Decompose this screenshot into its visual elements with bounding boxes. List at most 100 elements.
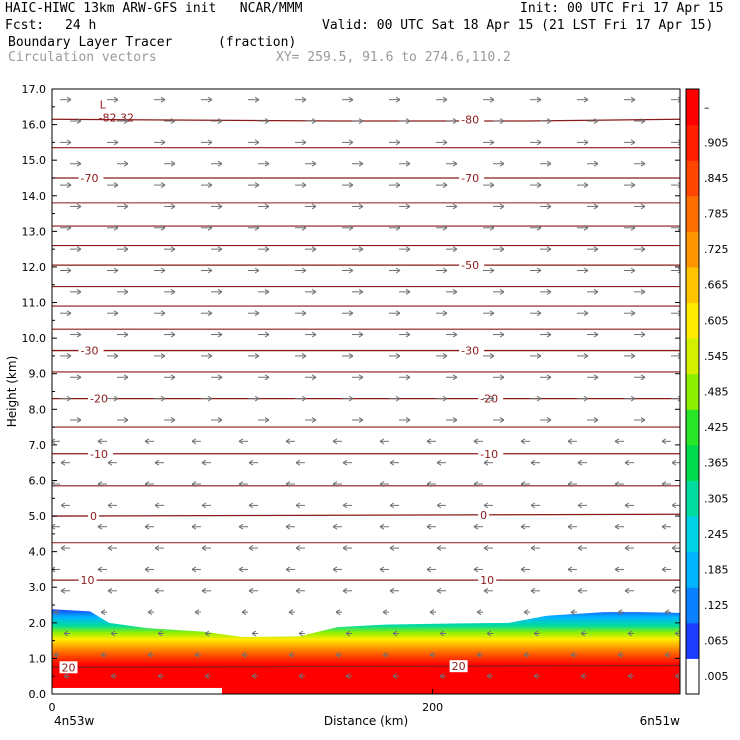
wind-vector	[399, 118, 411, 124]
contour-line	[52, 513, 680, 517]
wind-vector	[436, 224, 448, 231]
contour-line	[52, 118, 680, 122]
wind-vector	[332, 438, 342, 445]
wind-vector	[634, 203, 646, 210]
y-tick-label: 7.0	[29, 439, 47, 452]
contour-label: -30	[81, 345, 99, 358]
wind-vector	[439, 673, 446, 680]
wind-vector	[624, 224, 636, 231]
contour-label: -30	[461, 345, 479, 358]
wind-vector	[342, 395, 354, 402]
wind-vector	[238, 523, 248, 530]
wind-vector	[661, 481, 671, 487]
x-start-label: 4n53w	[54, 714, 95, 728]
wind-vector	[107, 395, 119, 402]
forecast-label: Fcst:	[5, 18, 45, 33]
wind-vector	[110, 673, 117, 680]
colorbar-label: –	[704, 101, 710, 114]
wind-vector	[107, 310, 119, 317]
tracer-fill	[52, 609, 680, 694]
colorbar-label: .725	[704, 243, 729, 256]
wind-vector	[382, 651, 389, 658]
wind-vector	[305, 288, 317, 295]
wind-vector	[429, 609, 436, 616]
wind-vector	[248, 96, 260, 103]
wind-vector	[436, 267, 448, 274]
wind-vector	[634, 246, 646, 253]
wind-vector	[305, 118, 317, 124]
colorbar-label: .905	[704, 136, 729, 149]
contour-label-bg	[459, 113, 485, 126]
wind-vector	[382, 609, 389, 616]
y-tick-label: 6.0	[29, 474, 47, 487]
wind-vector	[379, 481, 389, 487]
wind-vector	[60, 182, 72, 189]
wind-vector	[493, 288, 505, 295]
wind-vector	[70, 246, 82, 253]
wind-vector	[399, 246, 411, 253]
wind-vector	[258, 331, 270, 338]
low-value: -82.32	[99, 112, 134, 125]
wind-vector	[530, 310, 542, 317]
contour-label: 10	[81, 574, 95, 587]
x-tick-label: 200	[422, 701, 443, 714]
wind-vector	[352, 288, 364, 295]
wind-vector	[436, 182, 448, 189]
wind-vector	[201, 96, 213, 103]
wind-vector	[567, 438, 577, 445]
wind-vector	[624, 96, 636, 103]
colorbar-label: .545	[704, 350, 729, 363]
wind-vector	[587, 118, 599, 124]
wind-vector	[399, 331, 411, 338]
wind-vector	[389, 395, 401, 402]
title-left: HAIC-HIWC 13km ARW-GFS init NCAR/MMM	[5, 1, 303, 16]
wind-vector	[285, 481, 295, 487]
contour-label: -10	[90, 448, 108, 461]
wind-vector	[530, 459, 540, 466]
wind-vector	[204, 630, 211, 637]
wind-vector	[520, 438, 530, 445]
wind-vector	[70, 288, 82, 295]
contour-label-bg	[59, 661, 78, 674]
wind-vector	[540, 417, 552, 423]
wind-vector	[483, 139, 495, 146]
wind-vector	[624, 182, 636, 189]
wind-vector	[201, 352, 213, 359]
wind-vector	[530, 502, 540, 509]
wind-vector	[107, 502, 117, 509]
wind-vector	[342, 182, 354, 189]
wind-vector	[624, 502, 634, 509]
wind-vector	[570, 651, 577, 658]
wind-vector	[144, 566, 154, 573]
wind-vector	[305, 246, 317, 253]
wind-vector	[295, 459, 305, 466]
wind-vector	[117, 118, 129, 124]
wind-vector	[211, 160, 223, 167]
colorbar-segment	[686, 587, 699, 624]
wind-vector	[288, 651, 295, 658]
wind-vector	[295, 502, 305, 509]
wind-vector	[352, 417, 364, 423]
wind-vector	[352, 160, 364, 167]
forecast-value: 24 h	[65, 18, 97, 33]
wind-vector	[540, 246, 552, 253]
wind-vector	[567, 481, 577, 487]
wind-vector	[332, 523, 342, 530]
wind-vector	[436, 96, 448, 103]
wind-vector	[520, 566, 530, 573]
contour-label: -70	[461, 172, 479, 185]
colorbar-label: .005	[704, 670, 729, 683]
colorbar-label: .125	[704, 599, 729, 612]
wind-vector	[624, 545, 634, 552]
wind-vector	[587, 288, 599, 295]
wind-vector	[493, 160, 505, 167]
wind-vector	[60, 139, 72, 146]
wind-vector	[486, 673, 493, 680]
wind-vector	[164, 160, 176, 167]
valid-time: Valid: 00 UTC Sat 18 Apr 15 (21 LST Fri …	[322, 18, 714, 33]
wind-vector	[523, 609, 530, 616]
wind-vector	[258, 288, 270, 295]
wind-vector	[661, 438, 671, 445]
wind-vector	[147, 609, 154, 616]
